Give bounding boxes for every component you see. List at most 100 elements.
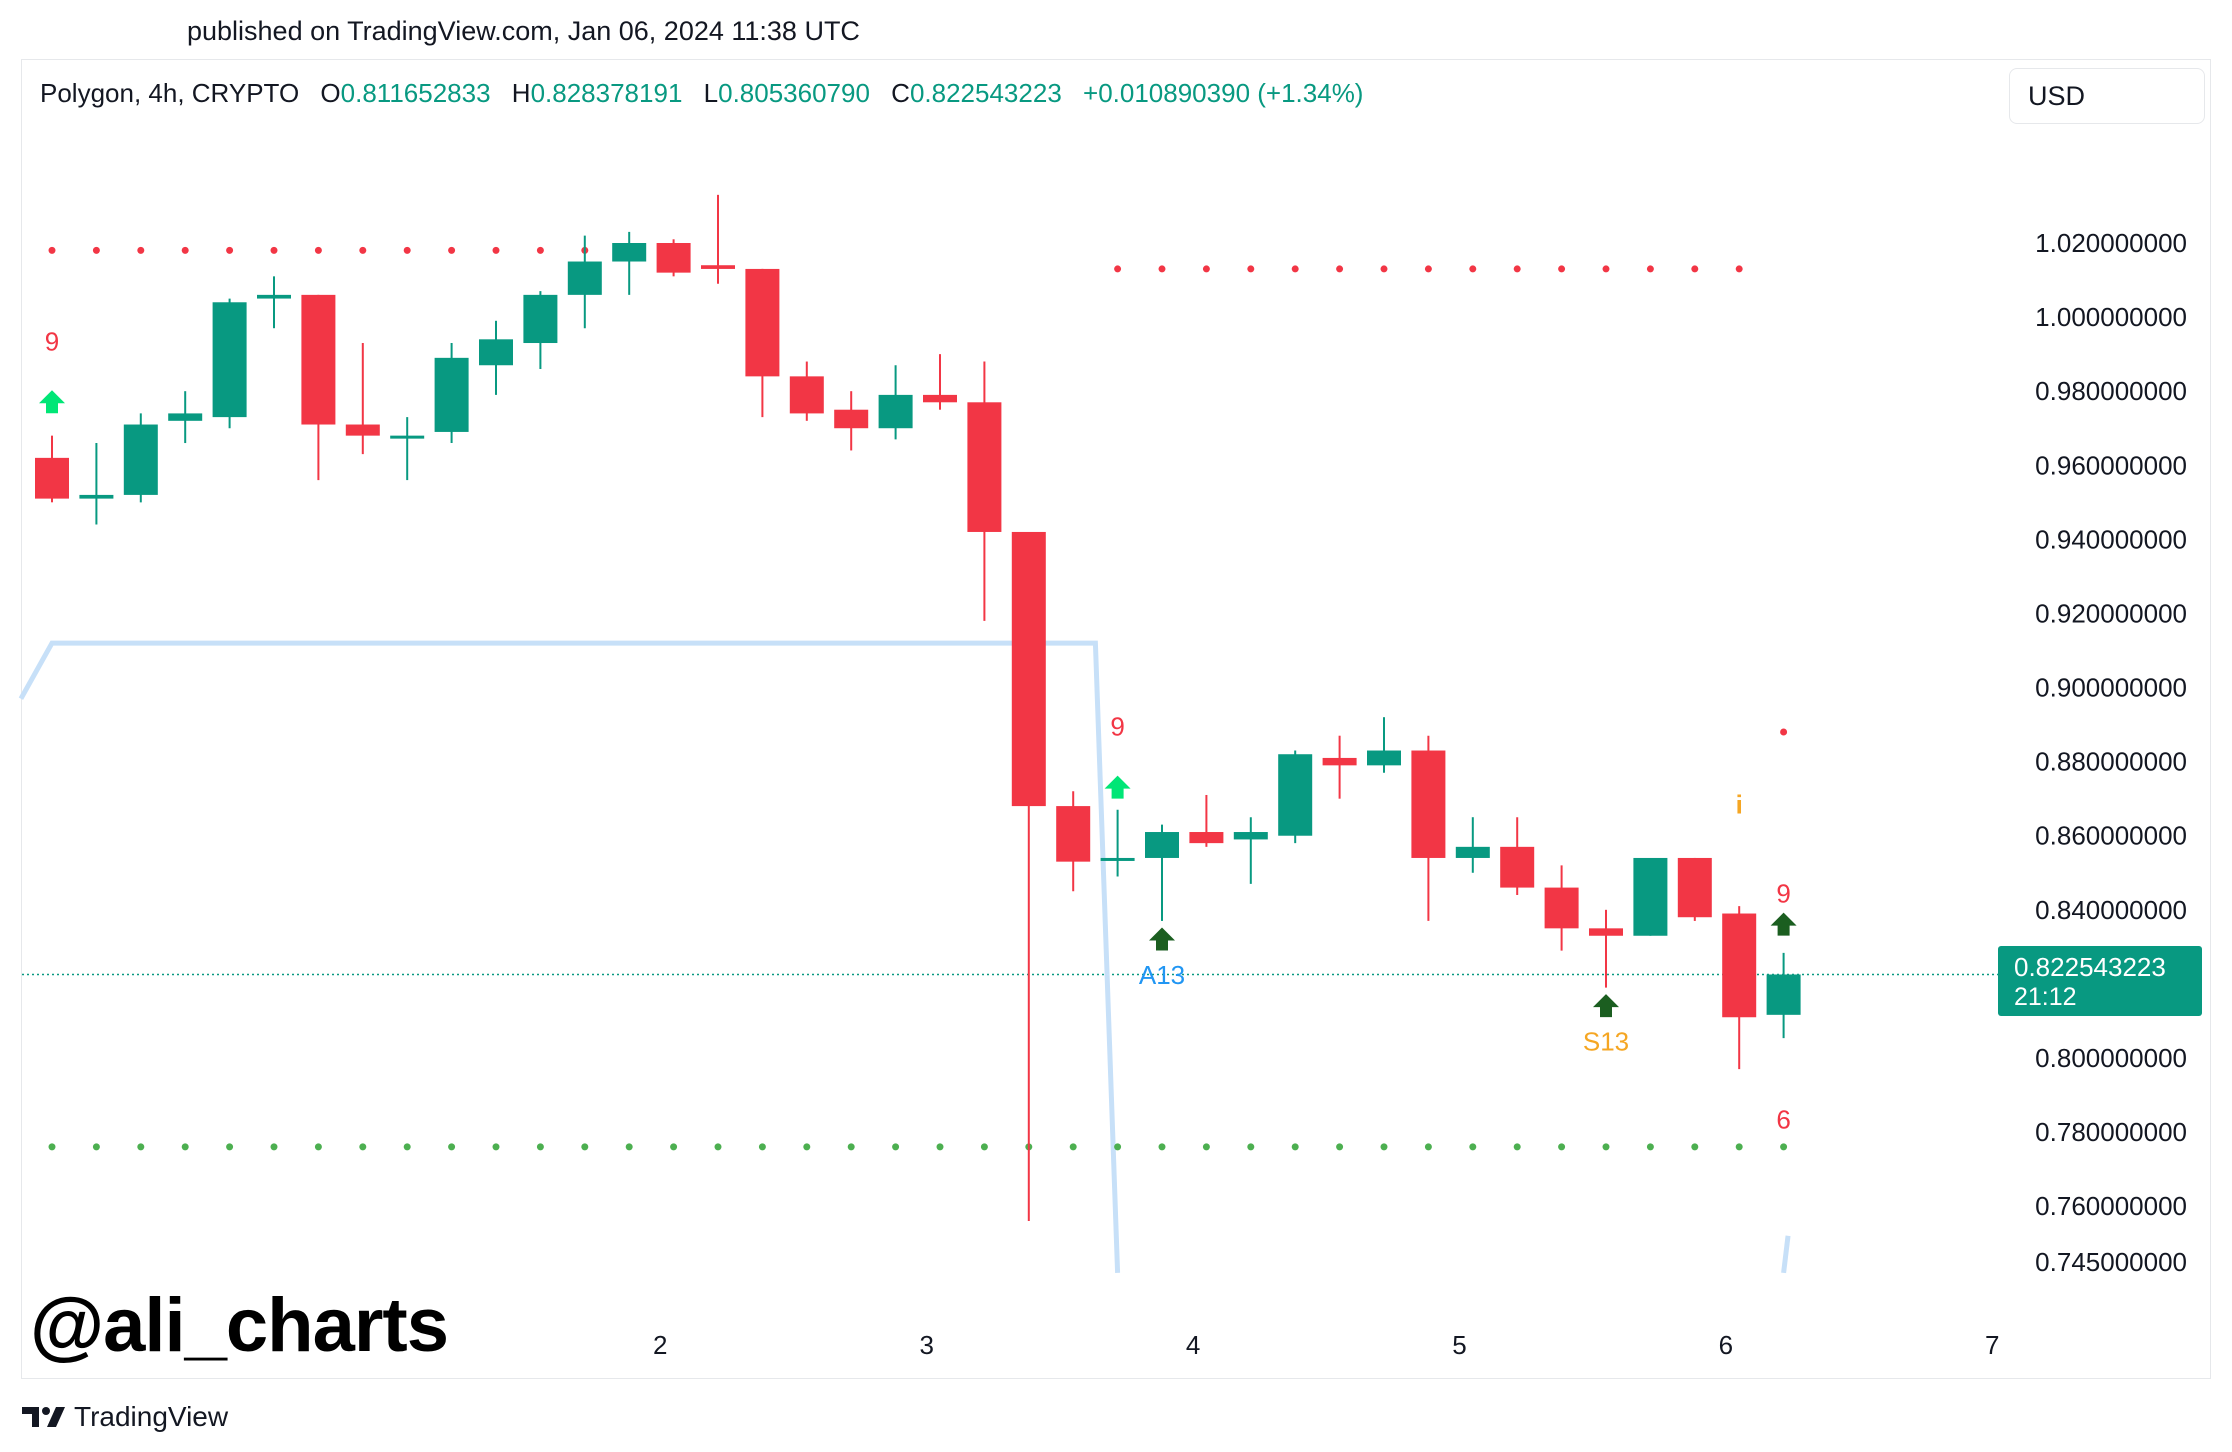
support-dot (1735, 1143, 1743, 1151)
resistance-dot (226, 246, 234, 254)
candle-body (1766, 974, 1801, 1015)
resistance-dot (48, 246, 56, 254)
resistance-dot (1158, 265, 1166, 273)
support-dot (892, 1143, 900, 1151)
x-tick-label: 4 (1186, 1330, 1200, 1360)
candle-body (701, 265, 735, 269)
candle-body (345, 424, 380, 436)
y-tick-label: 0.860000000 (2035, 821, 2187, 851)
candle-body (390, 435, 425, 439)
support-dot (1069, 1143, 1077, 1151)
signal-label: S13 (1583, 1027, 1629, 1057)
resistance-dot (314, 246, 322, 254)
change-value: +0.010890390 (+1.34%) (1083, 78, 1364, 108)
candle-body (1145, 832, 1179, 858)
x-tick-label: 6 (1719, 1330, 1733, 1360)
close-label: C (891, 78, 910, 108)
resistance-dot (1336, 265, 1344, 273)
up-arrow-icon (1593, 994, 1619, 1018)
y-tick-label: 0.960000000 (2035, 450, 2187, 480)
support-dot (936, 1143, 944, 1151)
y-tick-label: 0.760000000 (2035, 1191, 2187, 1221)
resistance-dot (359, 246, 367, 254)
candle-body (923, 394, 957, 403)
candle-body (1722, 913, 1757, 1018)
candle-body (1589, 928, 1623, 936)
resistance-dot (270, 246, 278, 254)
y-tick-label: 0.880000000 (2035, 747, 2187, 777)
candle-body (1233, 832, 1268, 840)
support-dot (314, 1143, 322, 1151)
resistance-dot (1114, 265, 1122, 273)
x-tick-label: 7 (1985, 1330, 1999, 1360)
support-dot (1158, 1143, 1166, 1151)
last-price-value: 0.822543223 (2014, 952, 2166, 982)
support-dot (1380, 1143, 1388, 1151)
y-tick-label: 1.020000000 (2035, 228, 2187, 258)
tradingview-logo-icon (22, 1407, 65, 1427)
support-dot (1469, 1143, 1477, 1151)
signal-label: 9 (45, 326, 59, 356)
candle-body (257, 294, 291, 299)
resistance-dot (1513, 265, 1521, 273)
support-dot (625, 1143, 633, 1151)
close-value: 0.822543223 (909, 78, 1062, 108)
support-dot (847, 1143, 855, 1151)
candle-body (1056, 806, 1091, 862)
signal-label: 6 (1776, 1104, 1790, 1134)
candle-body (745, 268, 780, 377)
candle-body (1677, 857, 1712, 918)
y-tick-label: 0.900000000 (2035, 673, 2187, 703)
candle-body (789, 376, 824, 414)
resistance-dot (1691, 265, 1699, 273)
candle-body (168, 413, 203, 421)
candle-body (1322, 757, 1357, 766)
up-arrow-icon (1149, 927, 1175, 951)
candle-body (878, 394, 913, 429)
low-label: L (703, 78, 719, 108)
candle-body (612, 243, 647, 262)
x-tick-label: 3 (919, 1330, 933, 1360)
resistance-dot (181, 246, 189, 254)
candle-body (1455, 846, 1490, 858)
candle-body (79, 494, 114, 499)
support-dot (1424, 1143, 1432, 1151)
y-tick-label: 0.980000000 (2035, 376, 2187, 406)
candle-body (1411, 750, 1446, 858)
up-arrow-icon (39, 390, 65, 414)
support-dot (270, 1143, 278, 1151)
up-arrow-icon (1770, 912, 1797, 936)
x-tick-label: 2 (653, 1330, 667, 1360)
resistance-dot (1291, 265, 1299, 273)
y-tick-label: 0.780000000 (2035, 1117, 2187, 1147)
support-dot (980, 1143, 988, 1151)
candle-body (1544, 887, 1579, 929)
support-dot (758, 1143, 766, 1151)
resistance-dot (1780, 728, 1788, 736)
trend-line (18, 640, 1121, 1273)
candle-body (35, 457, 69, 499)
candle-body (212, 302, 247, 418)
open-label: O (320, 78, 341, 108)
resistance-dot (1646, 265, 1654, 273)
high-value: 0.828378191 (530, 78, 683, 108)
y-tick-label: 0.800000000 (2035, 1043, 2187, 1073)
signal-label: 9 (1776, 878, 1790, 908)
candle-body (1367, 750, 1401, 766)
bar-countdown: 21:12 (2014, 983, 2077, 1011)
y-tick-label: 0.745000000 (2035, 1247, 2187, 1277)
resistance-dot (1558, 265, 1566, 273)
symbol-label[interactable]: Polygon, 4h, CRYPTO (40, 78, 300, 108)
support-dot (670, 1143, 678, 1151)
currency-button[interactable]: USD (2009, 68, 2205, 124)
candle-body (123, 424, 158, 495)
support-dot (1646, 1143, 1654, 1151)
support-dot (137, 1143, 145, 1151)
tradingview-brand[interactable]: TradingView (22, 1400, 228, 1434)
signal-label: A13 (1139, 960, 1185, 990)
y-tick-label: 1.000000000 (2035, 302, 2187, 332)
low-value: 0.805360790 (718, 78, 870, 108)
tradingview-name: TradingView (74, 1401, 229, 1432)
resistance-dot (1602, 265, 1610, 273)
